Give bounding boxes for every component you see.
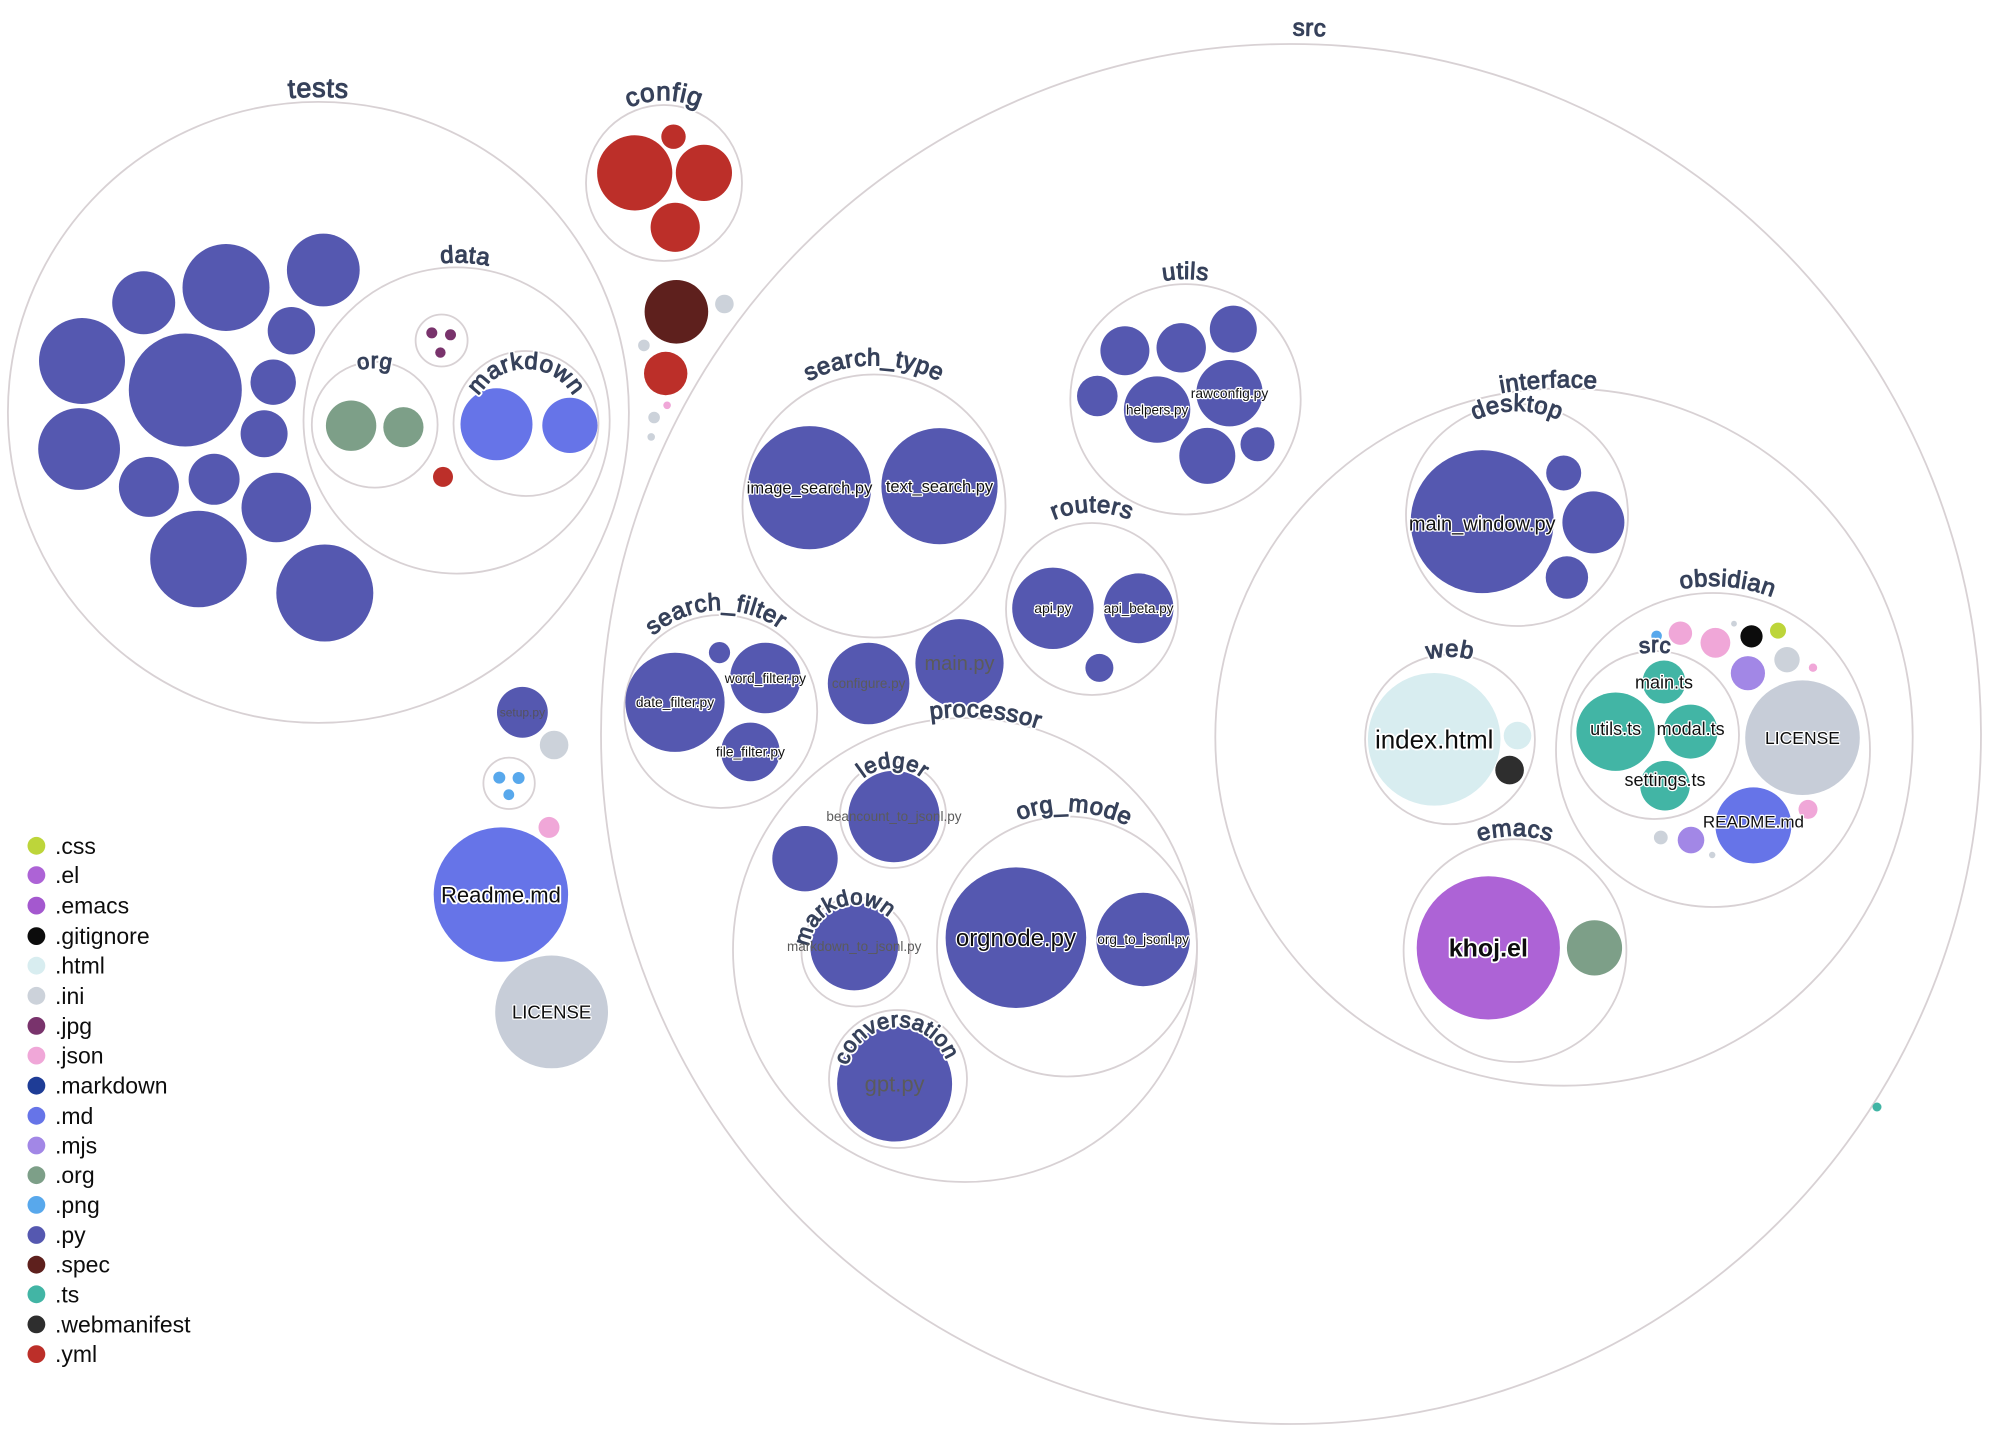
svg-text:src: src [1637, 632, 1672, 658]
svg-text:.png: .png [55, 1192, 100, 1218]
svg-text:settings.ts: settings.ts [1624, 770, 1705, 790]
svg-text:beancount_to_jsonl.py: beancount_to_jsonl.py [826, 809, 961, 824]
svg-text:web: web [1423, 635, 1477, 665]
svg-text:helpers.py: helpers.py [1126, 402, 1189, 417]
svg-text:utils: utils [1160, 258, 1210, 287]
svg-text:data: data [439, 241, 492, 271]
svg-text:.py: .py [55, 1222, 86, 1248]
svg-text:README.md: README.md [1703, 812, 1804, 831]
svg-text:gpt.py: gpt.py [865, 1072, 925, 1097]
svg-text:data: data [439, 241, 492, 271]
svg-text:khoj.el: khoj.el [1449, 935, 1528, 963]
svg-text:file_filter.py: file_filter.py [716, 745, 785, 760]
svg-text:web: web [1423, 635, 1477, 665]
svg-text:src: src [1293, 14, 1327, 42]
svg-text:orgnode.py: orgnode.py [956, 925, 1076, 952]
svg-text:markdown_to_jsonl.py: markdown_to_jsonl.py [787, 939, 922, 954]
svg-text:.gitignore: .gitignore [55, 923, 150, 949]
svg-text:org_to_jsonl.py: org_to_jsonl.py [1097, 932, 1189, 947]
svg-text:desktop: desktop [1467, 390, 1567, 426]
svg-text:setup.py: setup.py [500, 706, 545, 720]
svg-text:main.ts: main.ts [1635, 672, 1693, 692]
svg-text:utils.ts: utils.ts [1590, 719, 1641, 739]
svg-text:.el: .el [55, 862, 79, 888]
svg-text:.ini: .ini [55, 983, 84, 1009]
svg-text:index.html: index.html [1375, 724, 1494, 754]
svg-text:.mjs: .mjs [55, 1133, 97, 1159]
svg-text:.markdown: .markdown [55, 1073, 167, 1099]
svg-text:utils: utils [1160, 258, 1210, 287]
svg-text:.yml: .yml [55, 1341, 97, 1367]
svg-text:LICENSE: LICENSE [1765, 728, 1840, 748]
svg-text:date_filter.py: date_filter.py [636, 695, 714, 710]
svg-text:src: src [1637, 632, 1672, 658]
svg-text:.ts: .ts [55, 1281, 79, 1307]
svg-text:.jpg: .jpg [55, 1013, 92, 1039]
svg-text:api_beta.py: api_beta.py [1104, 601, 1174, 616]
svg-text:.org: .org [55, 1162, 95, 1188]
svg-text:.webmanifest: .webmanifest [55, 1311, 191, 1337]
svg-text:api.py: api.py [1034, 600, 1071, 616]
svg-text:.css: .css [55, 833, 96, 859]
svg-text:image_search.py: image_search.py [747, 480, 873, 498]
svg-text:.json: .json [55, 1043, 104, 1069]
svg-text:LICENSE: LICENSE [512, 1001, 591, 1022]
svg-text:main_window.py: main_window.py [1409, 514, 1556, 536]
svg-text:.emacs: .emacs [55, 893, 129, 919]
svg-text:configure.py: configure.py [832, 676, 906, 691]
svg-text:.md: .md [55, 1103, 93, 1129]
svg-text:word_filter.py: word_filter.py [724, 671, 806, 686]
svg-text:modal.ts: modal.ts [1657, 719, 1725, 739]
svg-text:.spec: .spec [55, 1252, 110, 1278]
svg-text:Readme.md: Readme.md [441, 882, 561, 907]
svg-text:org: org [355, 348, 395, 375]
svg-text:text_search.py: text_search.py [886, 478, 994, 496]
svg-text:rawconfig.py: rawconfig.py [1191, 386, 1269, 401]
svg-text:org: org [355, 348, 395, 375]
svg-text:.html: .html [55, 953, 105, 979]
svg-text:main.py: main.py [924, 653, 994, 675]
svg-text:src: src [1293, 14, 1327, 42]
